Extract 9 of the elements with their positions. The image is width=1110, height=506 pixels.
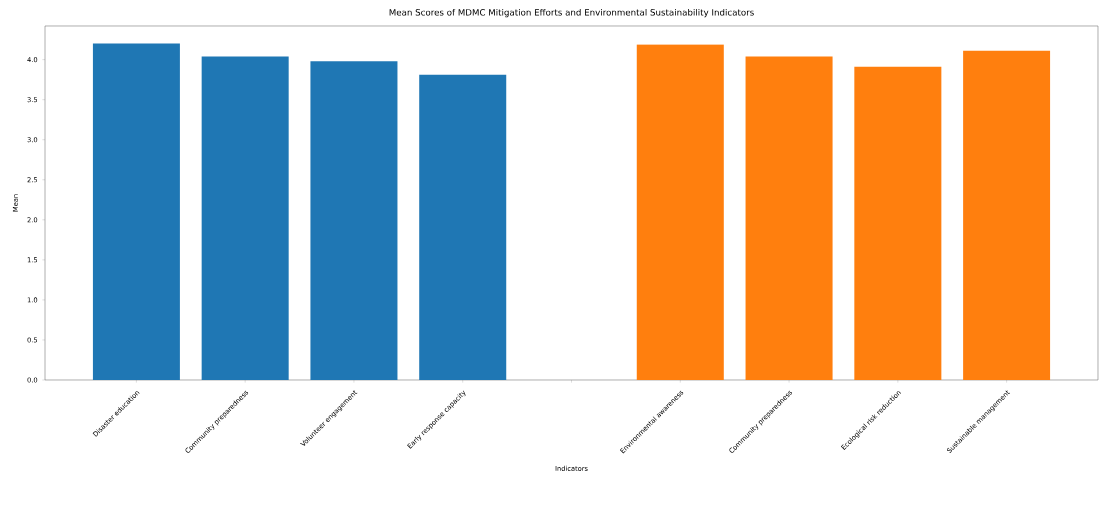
bar — [419, 74, 507, 380]
bar — [963, 50, 1051, 380]
bar — [92, 43, 180, 380]
bar — [636, 44, 724, 380]
chart-title: Mean Scores of MDMC Mitigation Efforts and Environmental Sustainability Indicators — [389, 8, 754, 18]
bar — [310, 61, 398, 380]
bar — [854, 66, 942, 380]
bar — [201, 56, 289, 380]
bar — [745, 56, 833, 380]
